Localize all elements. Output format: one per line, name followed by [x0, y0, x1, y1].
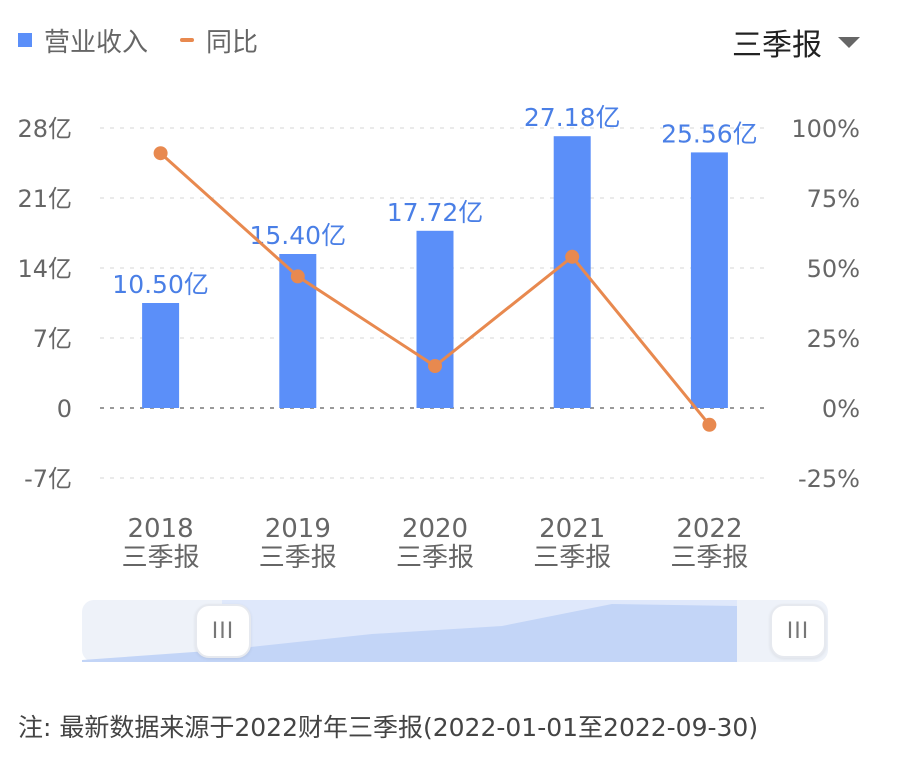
- legend-yoy-label: 同比: [206, 27, 259, 58]
- y-right-tick-label: 100%: [791, 115, 860, 143]
- data-source-footnote: 注: 最新数据来源于2022财年三季报(2022-01-01至2022-09-3…: [18, 713, 759, 742]
- y-right-tick-label: 75%: [807, 185, 860, 213]
- y-left-tick-label: 7亿: [33, 325, 72, 353]
- y-left-tick-label: 14亿: [17, 255, 72, 283]
- yoy-point-2019: [290, 269, 305, 284]
- x-tick-label-year: 2020: [402, 514, 468, 544]
- bar-data-label: 27.18亿: [524, 103, 621, 132]
- yoy-point-2022: [702, 417, 717, 432]
- legend-item-yoy[interactable]: 同比: [180, 22, 258, 59]
- legend-line-swatch: [180, 38, 195, 42]
- x-tick-label-period: 三季报: [533, 543, 611, 573]
- legend-item-revenue[interactable]: 营业收入: [18, 22, 148, 59]
- chart-legend: 营业收入 同比: [18, 22, 290, 58]
- y-left-tick-label: 28亿: [17, 115, 72, 143]
- range-slider[interactable]: III III: [82, 600, 828, 662]
- y-right-tick-label: 50%: [807, 255, 860, 283]
- bar-2020: [416, 230, 454, 408]
- x-tick-label-period: 三季报: [396, 543, 474, 573]
- bar-data-label: 10.50亿: [112, 270, 209, 299]
- x-tick-label-year: 2018: [128, 514, 194, 544]
- yoy-point-2020: [428, 359, 442, 373]
- bar-data-label: 15.40亿: [250, 221, 347, 250]
- slider-handle-right[interactable]: III: [770, 604, 826, 658]
- yoy-point-2018: [153, 146, 168, 161]
- x-tick-label-year: 2019: [265, 514, 331, 544]
- x-tick-label-year: 2021: [539, 514, 605, 544]
- bar-2022: [690, 152, 728, 408]
- period-dropdown[interactable]: 三季报: [732, 20, 860, 64]
- slider-handle-left[interactable]: III: [195, 604, 251, 658]
- x-tick-label-period: 三季报: [259, 543, 337, 573]
- bar-2018: [142, 303, 180, 408]
- bar-data-label: 17.72亿: [387, 198, 484, 227]
- yoy-point-2021: [565, 249, 580, 264]
- legend-revenue-label: 营业收入: [44, 27, 149, 58]
- legend-bar-swatch: [18, 33, 32, 47]
- y-left-tick-label: 0: [57, 395, 72, 423]
- y-left-tick-label: 21亿: [17, 185, 72, 213]
- y-right-tick-label: -25%: [798, 465, 860, 493]
- y-left-tick-label: -7亿: [24, 465, 72, 493]
- bar-data-label: 25.56亿: [661, 119, 758, 148]
- period-dropdown-value: 三季报: [732, 28, 822, 63]
- chevron-down-icon: [838, 36, 860, 48]
- slider-preview: [82, 600, 828, 662]
- revenue-chart: 28亿 21亿 14亿 7亿 0 -7亿 100% 75% 50% 25% 0% -25% 10.50亿…: [17, 103, 860, 573]
- x-tick-label-period: 三季报: [122, 543, 200, 573]
- y-right-tick-label: 25%: [807, 325, 860, 353]
- x-tick-label-period: 三季报: [670, 543, 748, 573]
- x-tick-label-year: 2022: [676, 514, 742, 544]
- y-right-tick-label: 0%: [822, 395, 860, 423]
